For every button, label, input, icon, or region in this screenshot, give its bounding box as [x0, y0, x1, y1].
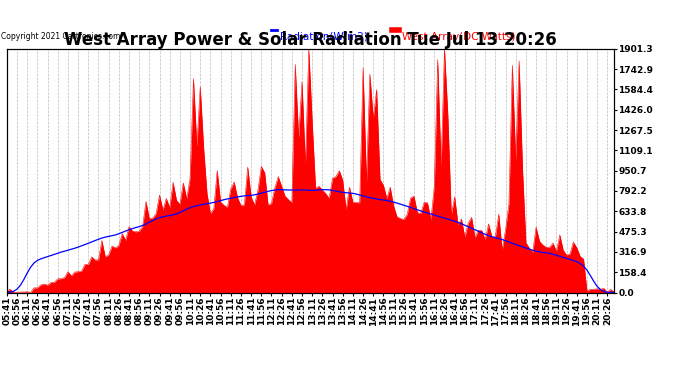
- Text: Copyright 2021 Cartronics.com: Copyright 2021 Cartronics.com: [1, 32, 120, 41]
- Text: Radiation(W/m2): Radiation(W/m2): [280, 32, 368, 42]
- Title: West Array Power & Solar Radiation Tue Jul 13 20:26: West Array Power & Solar Radiation Tue J…: [64, 31, 557, 49]
- Text: West Array(DC Watts): West Array(DC Watts): [402, 32, 515, 42]
